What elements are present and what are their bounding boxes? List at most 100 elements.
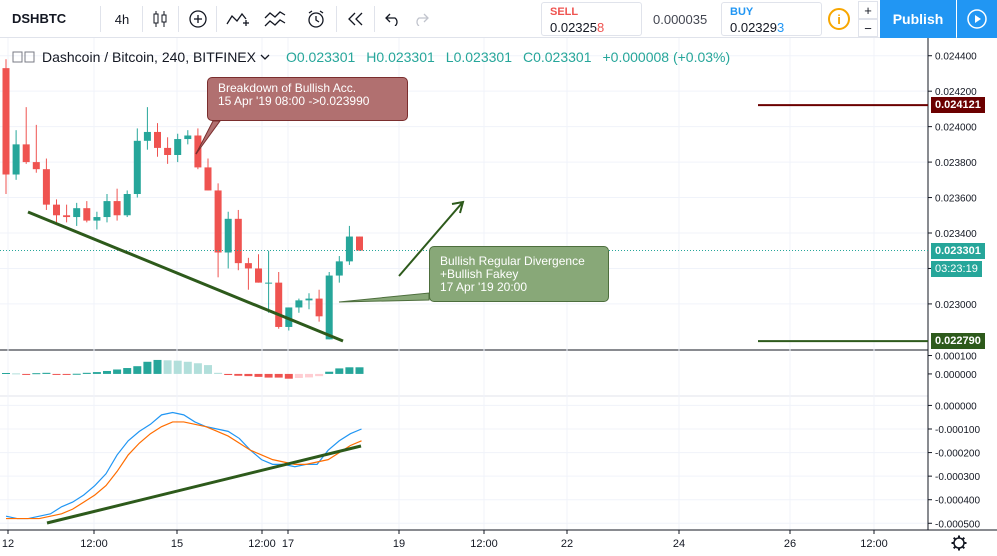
indicator-tick-label: -0.000400 [935,496,980,507]
publish-button[interactable]: Publish [880,0,956,38]
breakdown-callout[interactable]: Breakdown of Bullish Acc. 15 Apr '19 08:… [207,77,408,121]
chevron-down-icon[interactable] [258,52,272,62]
gear-tooth [952,545,957,550]
histogram-bar [153,359,162,374]
candle-body [113,201,121,216]
legend-open: O0.023301 [285,49,356,65]
minus-button[interactable]: − [858,19,878,37]
price-tick-label: 0.023800 [935,158,977,169]
replay-icon[interactable] [344,4,368,34]
histogram-bar [244,373,253,377]
current-price-tag: 0.023301 [931,242,985,259]
histogram-bar [305,373,313,378]
callout-line: Breakdown of Bullish Acc. [218,81,357,95]
candle-body [42,169,50,205]
indicator-tick-label: -0.000200 [935,449,980,460]
info-icon[interactable]: i [828,8,850,30]
histogram-bar [234,373,243,376]
histogram-bar [113,369,122,374]
indicators-icon[interactable] [224,4,252,34]
time-tick-label: 12 [2,538,14,550]
histogram-bar [183,361,192,374]
candle-body [265,282,273,284]
histogram-bar [143,361,152,374]
add-indicator-icon[interactable] [186,4,210,34]
histogram-bar [92,372,101,374]
candle-body [63,215,71,218]
sell-button[interactable]: SELL 0.023258 [541,2,642,36]
spread-value: 0.000035 [653,12,708,27]
candle-body [154,131,161,148]
downtrend-line [27,210,344,343]
projection-arrow-head [451,200,465,214]
candle-body [214,190,222,253]
histogram-bar [42,372,51,374]
time-tick-label: 17 [282,538,294,550]
candle-body [325,275,333,340]
histogram-bar [173,360,182,374]
symbol-label[interactable]: DSHBTC [12,11,67,26]
candle-body [123,194,131,216]
histogram-bar [315,373,324,377]
alert-icon[interactable] [302,4,330,34]
buy-button[interactable]: BUY 0.023293 [721,2,822,36]
redo-icon[interactable] [410,4,432,34]
indicator-tick-label: -0.000100 [935,425,980,436]
resistance-price-tag: 0.024121 [931,97,985,114]
toolbar-divider [178,6,179,32]
price-tick-label: 0.024200 [935,87,977,98]
indicator-tick-label: -0.000500 [935,519,980,530]
interval-button[interactable]: 4h [114,11,130,27]
histogram-bar [72,373,81,375]
toolbar-divider [336,6,337,32]
compare-icon[interactable] [262,4,290,34]
histogram-bar [2,373,10,374]
candle-body [32,162,40,170]
candle-body [12,144,20,175]
candle-body [53,204,60,216]
candle-body [335,261,343,276]
play-icon[interactable] [957,0,997,38]
buy-price: 0.023293 [730,20,785,35]
gear-tooth [961,545,966,550]
toolbar-divider [216,6,217,32]
divergence-trendline [46,444,362,525]
plus-button[interactable]: + [858,1,878,19]
histogram-bar [163,360,172,374]
candle-body [103,201,111,218]
time-tick-label: 24 [673,538,685,550]
candle-body [255,268,262,283]
histogram-bar [193,363,202,374]
candle-body [73,208,81,218]
time-tick-label: 12:00 [248,538,276,550]
chart-collapse-icon[interactable] [12,50,36,64]
time-tick-label: 22 [561,538,573,550]
toolbar-divider [374,6,375,32]
price-tick-label: 0.023000 [935,300,977,311]
price-tick-label: 0.024000 [935,123,977,134]
candle-body [345,236,353,262]
callout-pointer-tail [195,120,221,155]
candle-body [315,298,323,317]
candle-body [2,68,10,175]
candle-body [305,298,313,301]
candle-body [93,217,101,221]
time-tick-label: 19 [393,538,405,550]
candles-icon[interactable] [148,4,172,34]
indicator-tick-label: 0.000000 [935,401,977,412]
top-toolbar: DSHBTC 4h SELL 0.023258 0.000035 BUY 0.0… [0,0,997,38]
candle-body [295,300,303,308]
legend-close: C0.023301 [522,49,592,65]
settings-gear-icon[interactable] [951,535,967,551]
histogram-bar [274,373,283,378]
callout-pointer-tail [338,292,430,303]
divergence-callout[interactable]: Bullish Regular Divergence +Bullish Fake… [429,246,609,302]
chart-area[interactable]: 0.024400 0.024200 0.024000 0.023800 0.023600… [0,38,997,556]
histogram-bar [103,370,111,374]
callout-line: 15 Apr '19 08:00 ->0.023990 [218,94,370,108]
undo-icon[interactable] [382,4,404,34]
chart-legend: Dashcoin / Bitcoin, 240, BITFINEX O0.023… [12,49,730,65]
time-tick-label: 12:00 [80,538,108,550]
legend-title: Dashcoin / Bitcoin, 240, BITFINEX [42,49,256,65]
histogram-bar [224,373,233,376]
